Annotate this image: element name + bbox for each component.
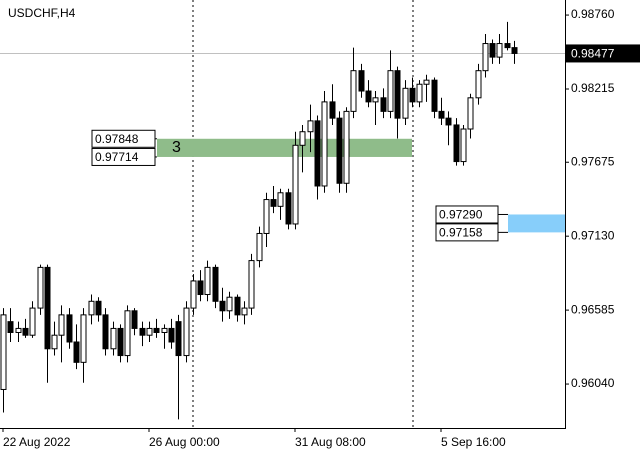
candle-body: [0, 314, 7, 390]
candle-body: [496, 43, 503, 58]
candle-body: [467, 97, 474, 130]
zone-price-label: 0.97848: [95, 132, 139, 146]
candle-body: [22, 327, 29, 336]
x-tick-label: 31 Aug 08:00: [295, 435, 366, 449]
chart-title: USDCHF,H4: [8, 6, 76, 20]
candle-body: [453, 124, 460, 163]
y-tick-label: 0.98760: [571, 7, 615, 21]
y-tick-label: 0.97130: [571, 228, 615, 242]
x-tick-label: 26 Aug 00:00: [149, 435, 220, 449]
candle-body: [44, 266, 51, 350]
candle-body: [73, 341, 80, 363]
zone-label: 3: [172, 139, 181, 156]
candle-body: [183, 307, 190, 357]
candle-body: [343, 110, 350, 184]
candle-body: [226, 296, 233, 312]
candle-body: [277, 192, 284, 207]
y-tick-label: 0.98215: [571, 81, 615, 95]
current-price-box: [566, 44, 640, 63]
candle-body: [117, 327, 124, 357]
y-tick-label: 0.96585: [571, 302, 615, 316]
candle-body: [219, 300, 226, 312]
candle-body: [438, 110, 445, 119]
candle-body: [168, 327, 175, 343]
current-price-label: 0.98477: [571, 47, 615, 61]
candle-body: [131, 310, 138, 329]
candle-body: [95, 300, 102, 316]
candle-body: [372, 97, 379, 103]
candle-body: [212, 266, 219, 302]
candle-body: [256, 232, 263, 262]
candle-body: [409, 87, 416, 103]
candle-body: [263, 199, 270, 234]
candle-body: [489, 43, 496, 58]
candle-body: [460, 128, 467, 163]
candle-body: [431, 79, 438, 112]
candle-body: [139, 327, 146, 336]
candle-body: [423, 79, 430, 85]
candle-body: [234, 296, 241, 316]
candle-body: [380, 97, 387, 112]
candle-body: [365, 90, 372, 103]
candle-body: [394, 70, 401, 119]
candle-body: [102, 314, 109, 350]
y-tick-label: 0.97675: [571, 154, 615, 168]
candle-body: [124, 310, 131, 357]
candle-body: [270, 199, 277, 207]
candle-body: [29, 307, 36, 336]
candle-body: [350, 70, 357, 112]
candle-body: [482, 43, 489, 72]
candle-body: [241, 307, 248, 316]
candle-body: [336, 117, 343, 184]
candle-body: [37, 266, 44, 309]
candle-body: [7, 321, 14, 333]
candle-body: [88, 300, 95, 316]
candle-body: [197, 280, 204, 296]
candle-body: [445, 117, 452, 126]
candle-body: [51, 334, 58, 350]
zone-price-label: 0.97714: [95, 150, 139, 164]
candle-body: [80, 314, 87, 363]
zone-price-label: 0.97158: [439, 226, 483, 240]
candle-body: [475, 70, 482, 99]
candle-body: [175, 321, 182, 357]
candle-body: [314, 120, 321, 187]
candle-body: [416, 83, 423, 103]
candle-body: [153, 327, 160, 333]
candle-body: [402, 87, 409, 119]
zone-price-label: 0.97290: [439, 208, 483, 222]
candle-body: [66, 314, 73, 343]
zone: [508, 214, 565, 233]
candle-body: [329, 101, 336, 119]
candle-body: [190, 280, 197, 309]
candle-body: [387, 70, 394, 112]
zone: [157, 138, 412, 157]
candle-body: [146, 327, 153, 336]
candle-body: [358, 70, 365, 92]
candle-body: [299, 131, 306, 146]
candle-body: [161, 327, 168, 333]
candle-body: [58, 314, 65, 336]
candle-body: [511, 47, 518, 54]
candle-body: [321, 101, 328, 187]
candle-body: [248, 260, 255, 309]
x-tick-label: 22 Aug 2022: [3, 435, 71, 449]
candle-body: [285, 192, 292, 225]
candle-body: [292, 144, 299, 225]
x-tick-label: 5 Sep 16:00: [441, 435, 506, 449]
y-tick-label: 0.96040: [571, 376, 615, 390]
candle-body: [15, 327, 22, 333]
candle-body: [504, 43, 511, 49]
candle-body: [204, 266, 211, 296]
candle-body: [307, 120, 314, 133]
candle-body: [110, 327, 117, 350]
